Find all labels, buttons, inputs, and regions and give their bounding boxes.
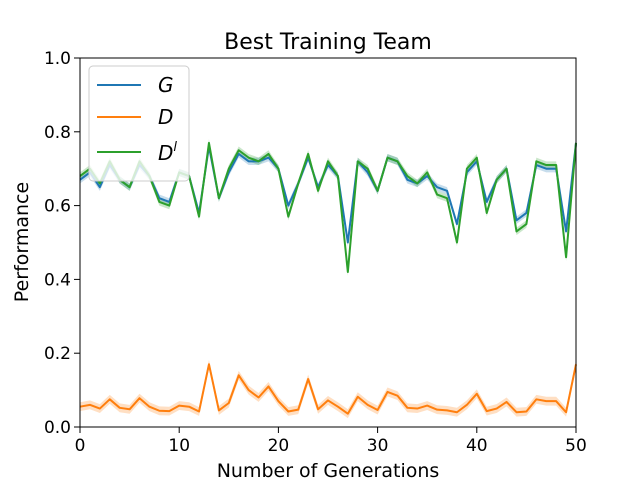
legend-entry-g: G bbox=[97, 73, 174, 97]
legend-label-dl-base: D bbox=[158, 141, 173, 165]
x-tick-label: 10 bbox=[168, 436, 190, 456]
legend: G D Dl bbox=[88, 65, 190, 182]
y-tick-label: 0.6 bbox=[44, 197, 71, 217]
y-tick-label: 1.0 bbox=[44, 49, 71, 69]
x-axis-label: Number of Generations bbox=[217, 460, 440, 480]
x-tick-label: 50 bbox=[565, 436, 587, 456]
y-tick-label: 0.2 bbox=[44, 344, 71, 364]
series-line-g bbox=[79, 142, 577, 244]
x-tick-label: 0 bbox=[75, 436, 86, 456]
x-axis-ticks: 0 10 20 30 40 50 bbox=[75, 427, 587, 456]
chart-title: Best Training Team bbox=[224, 30, 432, 55]
legend-entry-dl: Dl bbox=[97, 140, 177, 165]
y-axis-label: Performance bbox=[11, 182, 33, 302]
y-tick-label: 0.8 bbox=[44, 123, 71, 143]
x-tick-label: 40 bbox=[466, 436, 488, 456]
y-tick-label: 0.0 bbox=[44, 418, 71, 438]
legend-entry-d: D bbox=[97, 105, 173, 129]
series-line-d bbox=[79, 363, 577, 415]
legend-label-g: G bbox=[158, 73, 174, 97]
x-tick-label: 20 bbox=[268, 436, 290, 456]
legend-label-d: D bbox=[158, 105, 173, 129]
plot-frame bbox=[79, 57, 577, 428]
legend-label-dl-sup: l bbox=[173, 140, 177, 155]
x-tick-label: 30 bbox=[367, 436, 389, 456]
series-line-dl bbox=[79, 141, 577, 274]
y-axis-ticks: 0.0 0.2 0.4 0.6 0.8 1.0 bbox=[44, 49, 80, 438]
legend-label-dl: Dl bbox=[158, 140, 177, 165]
series-lines bbox=[79, 141, 577, 415]
legend-box bbox=[88, 65, 190, 182]
y-tick-label: 0.4 bbox=[44, 270, 71, 290]
